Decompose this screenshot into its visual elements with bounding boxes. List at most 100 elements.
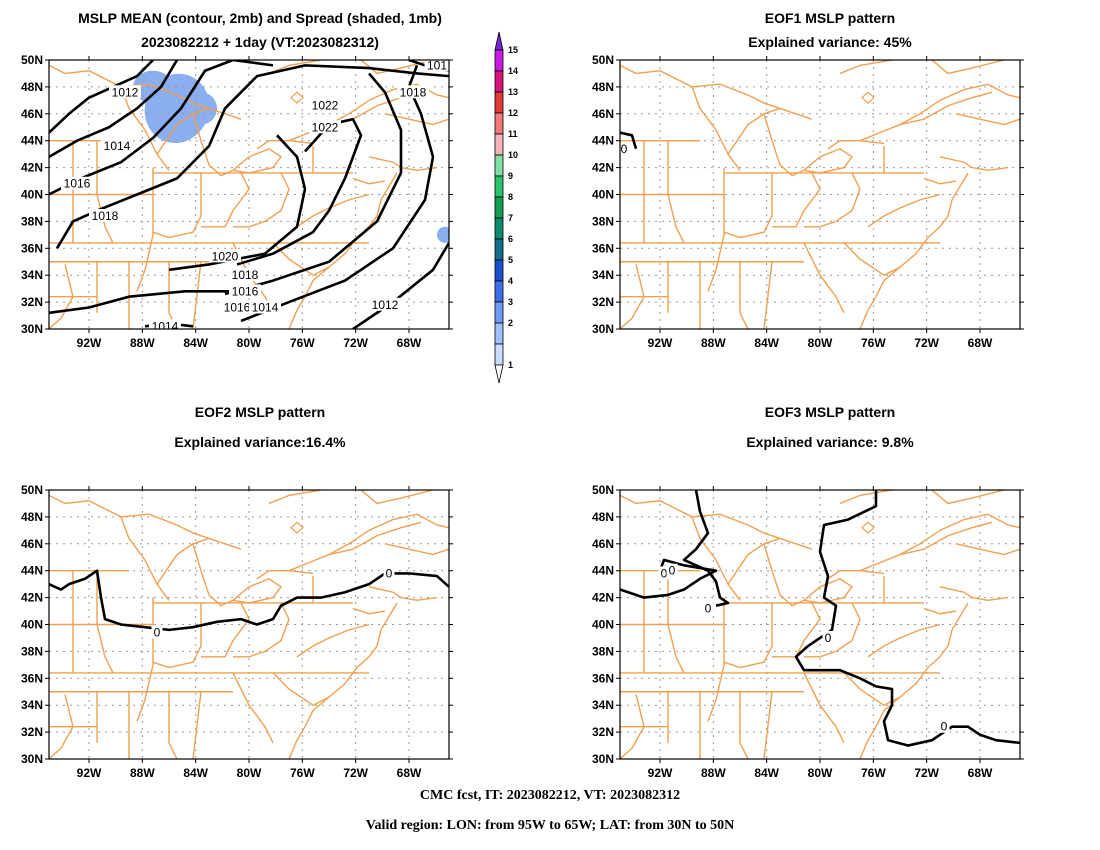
eof3-map: 0 000050N48N46N44N42N40N38N36N34N32N30N92… [592,483,1024,780]
contour-label-bg [620,141,630,155]
coastline-border [296,193,370,228]
lat-tick-label: 36N [21,241,43,255]
isobar-contour [794,490,1020,747]
coastline-border [899,91,993,126]
contour-label-bg [229,284,261,298]
coastline-border [328,521,422,556]
colorbar-swatch [494,70,504,93]
lat-tick-label: 30N [592,322,614,336]
contour-label: 1014 [252,300,279,314]
eof3-title-line1: EOF3 MSLP pattern [764,404,896,420]
lat-tick-label: 38N [592,644,614,658]
coastline-border [839,490,893,505]
coastline-border [368,586,402,599]
lat-tick-label: 46N [21,107,43,121]
lon-tick-label: 72W [914,336,939,350]
isobar-contour [224,72,403,296]
coastline-border [803,672,845,744]
lon-tick-label: 76W [861,766,886,780]
lat-tick-label: 50N [592,483,614,497]
lat-tick-label: 32N [592,295,614,309]
lon-tick-label: 72W [343,336,368,350]
contour-label: 0 [621,142,628,156]
coastline-border [192,543,234,607]
colorbar-swatch [494,280,504,303]
coastline-border [384,113,449,126]
coastline-border [763,113,805,177]
colorbar-swatch [494,301,504,324]
coastline-border [727,537,781,585]
colorbar-swatch [494,343,504,366]
lat-tick-label: 40N [21,618,43,632]
contour-label-bg [397,85,429,99]
colorbar-swatch [494,322,504,345]
coastline-border [352,607,386,615]
eof1-title-line2: Explained variance: 45% [748,34,912,50]
lon-tick-label: 92W [77,336,102,350]
coastline-border [971,596,1009,601]
contour-label-bg [151,625,163,639]
coastline-border [727,107,781,155]
colorbar-label: 9 [508,171,513,181]
coastline-border [859,602,969,759]
lat-tick-label: 30N [592,752,614,766]
coastline-border [368,156,402,169]
colorbar-label: 12 [508,108,518,118]
lon-tick-label: 72W [343,766,368,780]
coastline-border [931,60,1005,75]
coastline-border [931,490,1005,505]
mean-title-line1: MSLP MEAN (contour, 2mb) and Spread (sha… [78,10,442,26]
lat-tick-label: 40N [592,188,614,202]
lon-tick-label: 80W [237,766,262,780]
colorbar-label: 3 [508,297,513,307]
coastline-border [620,264,645,329]
lat-tick-label: 50N [21,53,43,67]
contour-label: 0 [661,566,668,580]
coastline-border [707,167,725,292]
island-outline [290,521,304,534]
contour-label: 1022 [312,120,339,134]
coastline-border [49,694,74,759]
coastline-border [763,691,773,759]
coastline-border [955,543,1020,556]
colorbar-label: 4 [508,276,513,286]
coastline-border [192,261,202,329]
contour-label: 1016 [224,300,251,314]
lat-tick-label: 38N [592,214,614,228]
isobar-contour [620,131,638,150]
coastline-border [384,543,449,556]
lat-tick-label: 50N [21,483,43,497]
lon-tick-label: 68W [968,336,993,350]
contour-label: 1018 [400,85,427,99]
lat-tick-label: 36N [592,241,614,255]
lat-tick-label: 44N [592,564,614,578]
lon-tick-label: 88W [701,336,726,350]
coastline-border [955,113,1020,126]
coastline-border [859,513,1020,572]
lon-tick-label: 72W [914,766,939,780]
lat-tick-label: 44N [592,134,614,148]
lon-tick-label: 92W [77,766,102,780]
colorbar-top-arrow [494,31,504,51]
lat-tick-label: 44N [21,134,43,148]
coastline-border [96,624,114,674]
colorbar-swatch [494,196,504,219]
spread-shading [133,70,173,104]
contour-label: 1014 [152,319,179,333]
coastline-border [803,242,845,314]
lon-tick-label: 68W [968,766,993,780]
isobar-contour [49,290,233,315]
lat-tick-label: 40N [21,188,43,202]
coastline-border [827,570,885,580]
coastline-border [939,156,973,169]
lat-tick-label: 42N [21,161,43,175]
coastline-border [739,261,749,329]
lon-tick-label: 92W [648,336,673,350]
coastline-border [971,166,1009,171]
coastline-border [201,172,250,228]
lat-tick-label: 50N [592,53,614,67]
lat-tick-label: 34N [21,698,43,712]
lat-tick-label: 42N [592,161,614,175]
lat-tick-label: 42N [592,591,614,605]
colorbar-swatch [494,217,504,240]
